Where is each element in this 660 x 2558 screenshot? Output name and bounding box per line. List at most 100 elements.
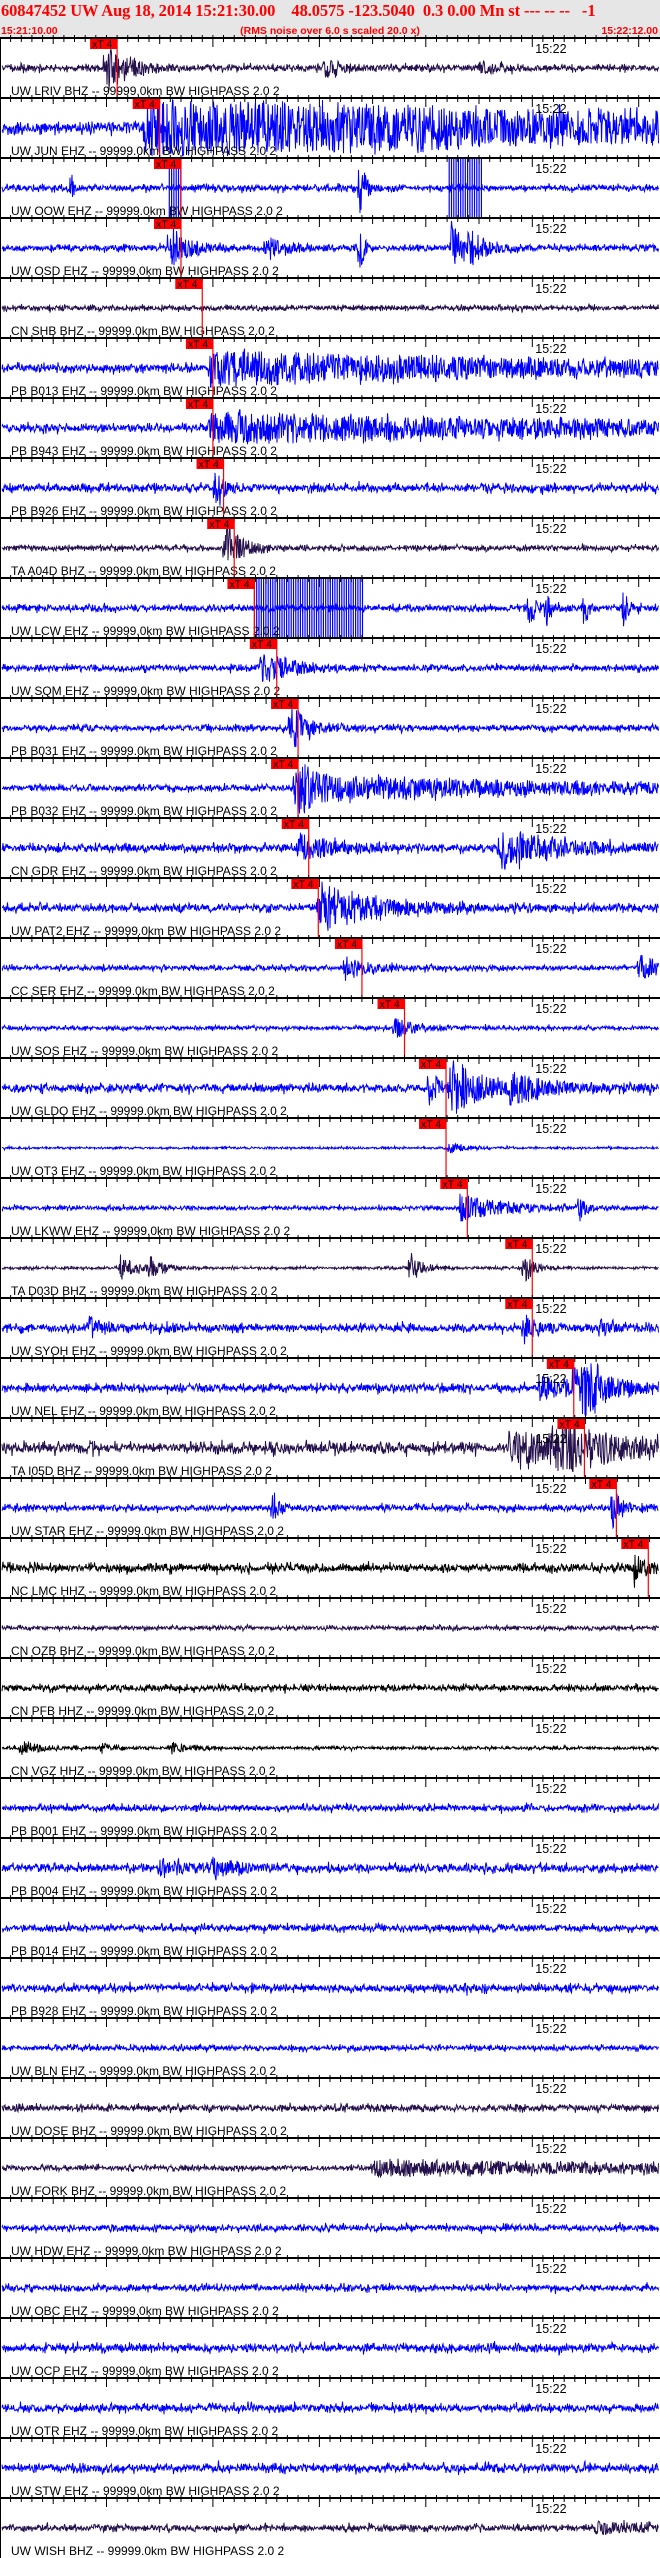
pick-marker[interactable]: xT 4 [153,219,182,279]
time-ticks [10,2075,650,2087]
pick-marker[interactable]: xT 4 [589,1479,617,1539]
station-label: UW OOW EHZ -- 99999.0km BW HIGHPASS 2.0 … [11,204,283,218]
pick-marker[interactable]: xT 4 [377,999,406,1059]
pick-label: xT 4 [156,159,176,171]
pick-flag[interactable] [419,1119,447,1129]
pick-marker[interactable]: xT 4 [207,519,235,579]
pick-marker[interactable]: xT 4 [185,339,214,399]
station-label: UW GLDO EHZ -- 99999.0km BW HIGHPASS 2.0… [11,1104,287,1118]
minute-label: 15:22 [535,2322,566,2336]
time-ticks [10,2195,650,2207]
minute-label: 15:22 [535,2382,566,2396]
pick-flag[interactable] [505,1299,533,1309]
minute-label: 15:22 [535,42,566,56]
pick-flag[interactable] [271,759,299,769]
trace-panel: 15:22 PB B004 EHZ -- 99999.0km BW HIGHPAS… [0,1835,660,1898]
pick-flag[interactable] [621,1539,649,1549]
station-label: CN GDR EHZ -- 99999.0km BW HIGHPASS 2.0 … [11,864,277,878]
pick-flag[interactable] [281,819,309,829]
pick-marker[interactable]: xT 4 [621,1539,649,1599]
pick-marker[interactable]: xT 4 [419,1119,447,1179]
pick-label: xT 4 [507,1299,527,1311]
trace-panel: 15:22 NC LMC HHZ -- 99999.0km BW HIGHPASS… [0,1535,660,1598]
pick-flag[interactable] [207,519,235,529]
pick-marker[interactable]: xT 4 [281,819,310,879]
pick-label: xT 4 [549,1359,569,1371]
pick-flag[interactable] [589,1479,617,1489]
pick-marker[interactable]: xT 4 [175,279,203,339]
time-ticks [10,1895,650,1907]
pick-marker[interactable]: xT 4 [291,879,319,939]
pick-flag[interactable] [505,1239,533,1249]
station-label: PB B926 EHZ -- 99999.0km BW HIGHPASS 2.0… [11,504,277,518]
pick-marker[interactable]: xT 4 [419,1059,447,1119]
pick-flag[interactable] [175,279,203,289]
pick-marker[interactable]: xT 4 [196,459,225,519]
minute-label: 15:22 [535,702,566,716]
pick-flag[interactable] [291,879,319,889]
pick-flag[interactable] [90,39,118,49]
minute-label: 15:22 [535,2082,566,2096]
trace-panel: 15:22 PB B032 EHZ -- 99999.0km BW HIGHPAS… [0,755,660,818]
pick-flag[interactable] [132,99,160,109]
trace-panel: 15:22 UW DOSE BHZ -- 99999.0km BW HIGHPAS… [0,2075,660,2138]
pick-flag[interactable] [271,699,299,709]
trace-panel: 15:22 UW HDW EHZ -- 99999.0km BW HIGHPASS… [0,2195,660,2258]
pick-flag[interactable] [440,1179,468,1189]
minute-label: 15:22 [535,1002,566,1016]
time-ticks [10,395,650,407]
pick-flag[interactable] [419,1059,447,1069]
time-ticks [10,455,650,467]
minute-label: 15:22 [535,1722,566,1736]
station-label: TA A04D BHZ -- 99999.0km BW HIGHPASS 2.0… [11,564,276,578]
event-title: 60847452 UW Aug 18, 2014 15:21:30.00 48.… [1,1,596,20]
pick-marker[interactable]: xT 4 [440,1179,468,1239]
pick-flag[interactable] [185,339,213,349]
time-ticks [10,1775,650,1787]
pick-label: xT 4 [293,879,313,891]
station-label: PB B031 EHZ -- 99999.0km BW HIGHPASS 2.0… [11,744,277,758]
pick-marker[interactable]: xT 4 [557,1419,586,1479]
pick-flag[interactable] [334,939,362,949]
pick-flag[interactable] [185,399,213,409]
pick-marker[interactable]: xT 4 [505,1239,533,1299]
minute-label: 15:22 [535,2202,566,2216]
trace-waveform [1,1253,659,1283]
pick-label: xT 4 [188,399,208,411]
trace-waveform [1,1802,659,1814]
pick-flag[interactable] [153,219,181,229]
pick-marker[interactable]: xT 4 [271,699,299,759]
minute-label: 15:22 [535,1842,566,1856]
pick-marker[interactable]: xT 4 [334,939,363,999]
pick-marker[interactable]: xT 4 [132,99,161,159]
pick-marker[interactable]: xT 4 [185,399,214,459]
time-ticks [10,935,650,947]
pick-marker[interactable]: xT 4 [505,1299,533,1359]
pick-label: xT 4 [135,99,155,111]
pick-label: xT 4 [177,279,197,291]
pick-flag[interactable] [153,159,181,169]
minute-label: 15:22 [535,822,566,836]
pick-flag[interactable] [196,459,224,469]
pick-flag[interactable] [249,639,277,649]
pick-flag[interactable] [557,1419,585,1429]
time-ticks [10,1475,650,1487]
pick-flag[interactable] [227,579,255,589]
trace-waveform [1,955,659,981]
pick-flag[interactable] [546,1359,574,1369]
pick-marker[interactable]: xT 4 [153,159,182,219]
minute-label: 15:22 [535,942,566,956]
pick-label: xT 4 [156,219,176,231]
pick-marker[interactable]: xT 4 [90,39,118,99]
time-ticks [10,1115,650,1127]
pick-marker[interactable]: xT 4 [249,639,278,699]
pick-marker[interactable]: xT 4 [227,579,256,639]
pick-marker[interactable]: xT 4 [271,759,299,819]
pick-flag[interactable] [377,999,405,1009]
station-label: UW SOS EHZ -- 99999.0km BW HIGHPASS 2.0 … [11,1044,279,1058]
pick-label: xT 4 [209,519,229,531]
pick-marker[interactable]: xT 4 [546,1359,575,1419]
pick-label: xT 4 [507,1239,527,1251]
trace-waveform [1,2221,659,2234]
time-ticks [10,1355,650,1367]
